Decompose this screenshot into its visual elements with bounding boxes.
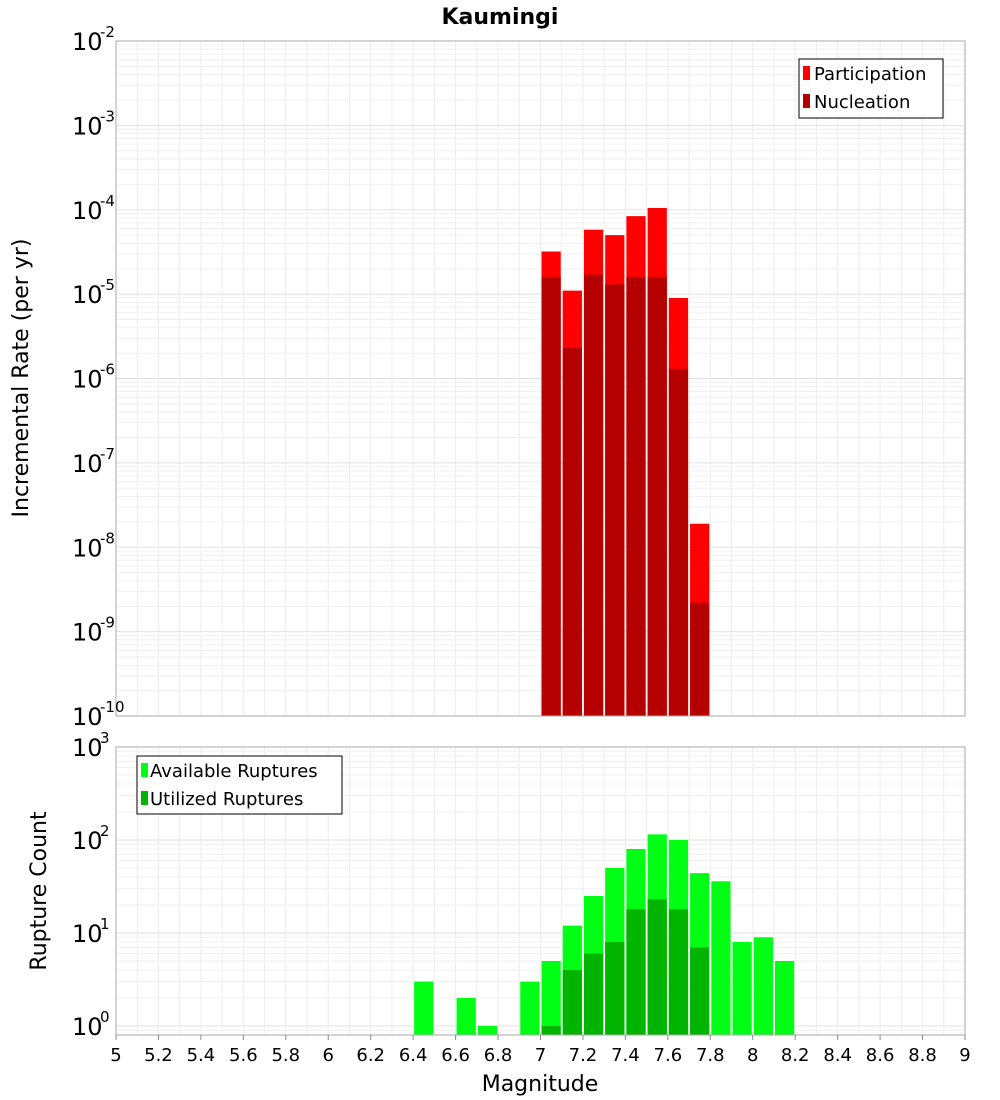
- top-y-tick-base: 10: [72, 366, 103, 394]
- bottom-y-tick-exponent: 0: [100, 1008, 110, 1026]
- top-bar-nucleation: [647, 276, 667, 716]
- x-tick-label: 6.2: [356, 1045, 385, 1066]
- x-tick-label: 5.8: [271, 1045, 300, 1066]
- top-y-tick-exponent: -5: [100, 276, 115, 294]
- top-y-tick-exponent: -6: [100, 361, 115, 379]
- top-y-tick-base: 10: [72, 619, 103, 647]
- bottom-bar-utilized-ruptures: [583, 953, 604, 1035]
- bottom-bar-available-ruptures: [456, 997, 476, 1035]
- top-bar-nucleation: [690, 602, 710, 716]
- x-tick-label: 5.2: [144, 1045, 173, 1066]
- x-tick-label: 8: [747, 1045, 758, 1066]
- legend-swatch-participation: [803, 66, 810, 80]
- bottom-bar-utilized-ruptures: [541, 1025, 561, 1035]
- x-tick-label: 8.6: [866, 1045, 895, 1066]
- bottom-bar-available-ruptures: [414, 981, 434, 1035]
- x-tick-label: 7.2: [569, 1045, 598, 1066]
- top-plot-frame: [115, 40, 966, 717]
- top-bar-nucleation: [562, 347, 582, 716]
- bottom-bar-utilized-ruptures: [690, 947, 710, 1035]
- top-y-tick-exponent: -4: [100, 192, 115, 210]
- bottom-bar-available-ruptures: [753, 937, 773, 1035]
- legend-label-available-ruptures: Available Ruptures: [150, 761, 318, 782]
- bottom-y-tick-base: 10: [72, 827, 103, 855]
- x-tick-label: 6.4: [399, 1045, 428, 1066]
- top-bar-nucleation: [583, 274, 604, 716]
- legend-label-nucleation: Nucleation: [814, 92, 910, 113]
- bottom-y-tick-base: 10: [72, 920, 103, 948]
- bottom-y-tick-exponent: 1: [100, 915, 110, 933]
- bottom-y-tick-exponent: 3: [100, 729, 110, 747]
- bottom-bar-utilized-ruptures: [626, 909, 646, 1035]
- x-tick-label: 7.8: [696, 1045, 725, 1066]
- legend-label-participation: Participation: [814, 64, 926, 85]
- bottom-bar-available-ruptures: [711, 881, 731, 1035]
- top-bars: [541, 207, 710, 717]
- x-tick-label: 8.8: [908, 1045, 937, 1066]
- x-tick-label: 7.6: [654, 1045, 683, 1066]
- x-tick-label: 6: [323, 1045, 334, 1066]
- x-tick-label: 8.2: [781, 1045, 810, 1066]
- top-legend-box: [798, 58, 944, 119]
- top-y-tick-base: 10: [72, 112, 103, 140]
- top-bar-nucleation: [605, 284, 625, 716]
- bottom-y-tick-base: 10: [72, 734, 103, 762]
- top-y-tick-base: 10: [72, 28, 103, 56]
- top-y-tick-exponent: -3: [100, 107, 115, 125]
- top-legend: Participation Nucleation: [798, 58, 944, 119]
- bottom-bar-available-ruptures: [477, 1025, 498, 1035]
- top-y-tick-exponent: -7: [100, 445, 115, 463]
- x-tick-label: 8.4: [823, 1045, 852, 1066]
- bottom-bar-utilized-ruptures: [562, 969, 582, 1035]
- top-y-tick-base: 10: [72, 450, 103, 478]
- top-y-tick-exponent: -2: [100, 23, 115, 41]
- top-gridlines: [115, 40, 966, 717]
- top-y-tick-base: 10: [72, 281, 103, 309]
- x-tick-label: 6.8: [484, 1045, 513, 1066]
- bottom-bar-available-ruptures: [520, 981, 540, 1035]
- bottom-y-tick-base: 10: [72, 1013, 103, 1041]
- x-tick-label: 5: [110, 1045, 121, 1066]
- top-bar-nucleation: [668, 368, 689, 716]
- x-tick-label: 7: [535, 1045, 546, 1066]
- bottom-bars: [414, 834, 795, 1035]
- legend-swatch-nucleation: [803, 94, 810, 108]
- x-axis-ticks: 5 5.2 5.4 5.6 5.8 6 6.2 6.4 6.6 6.8 7 7.2 7.4 7.6 7.8 8…: [110, 1035, 971, 1066]
- bottom-bar-utilized-ruptures: [668, 909, 689, 1035]
- bottom-bar-available-ruptures: [774, 960, 795, 1035]
- bottom-bar-utilized-ruptures: [605, 942, 625, 1035]
- top-y-tick-exponent: -10: [100, 698, 125, 716]
- x-tick-label: 5.4: [187, 1045, 216, 1066]
- bottom-legend: Available Ruptures Utilized Ruptures: [136, 755, 343, 815]
- top-bar-nucleation: [626, 276, 646, 716]
- bottom-legend-box: [136, 755, 343, 815]
- x-tick-label: 5.6: [229, 1045, 258, 1066]
- bottom-y-axis-title: Rupture Count: [27, 811, 52, 971]
- top-y-tick-base: 10: [72, 197, 103, 225]
- top-y-axis-title: Incremental Rate (per yr): [9, 239, 34, 518]
- x-tick-label: 9: [959, 1045, 970, 1066]
- top-bar-nucleation: [541, 276, 561, 716]
- x-axis-title: Magnitude: [482, 1072, 599, 1097]
- bottom-bar-utilized-ruptures: [647, 899, 667, 1035]
- legend-swatch-available-ruptures: [141, 763, 148, 777]
- bottom-y-tick-exponent: 2: [100, 822, 110, 840]
- x-tick-label: 6.6: [441, 1045, 470, 1066]
- bottom-bar-available-ruptures: [541, 960, 561, 1035]
- legend-swatch-utilized-ruptures: [141, 791, 148, 805]
- top-y-tick-base: 10: [72, 534, 103, 562]
- chart-title: Kaumingi: [442, 5, 559, 30]
- legend-label-utilized-ruptures: Utilized Ruptures: [150, 789, 303, 810]
- top-y-tick-exponent: -9: [100, 614, 115, 632]
- top-y-tick-base: 10: [72, 703, 103, 731]
- top-y-tick-exponent: -8: [100, 529, 115, 547]
- x-tick-label: 7.4: [611, 1045, 640, 1066]
- bottom-bar-available-ruptures: [732, 942, 752, 1035]
